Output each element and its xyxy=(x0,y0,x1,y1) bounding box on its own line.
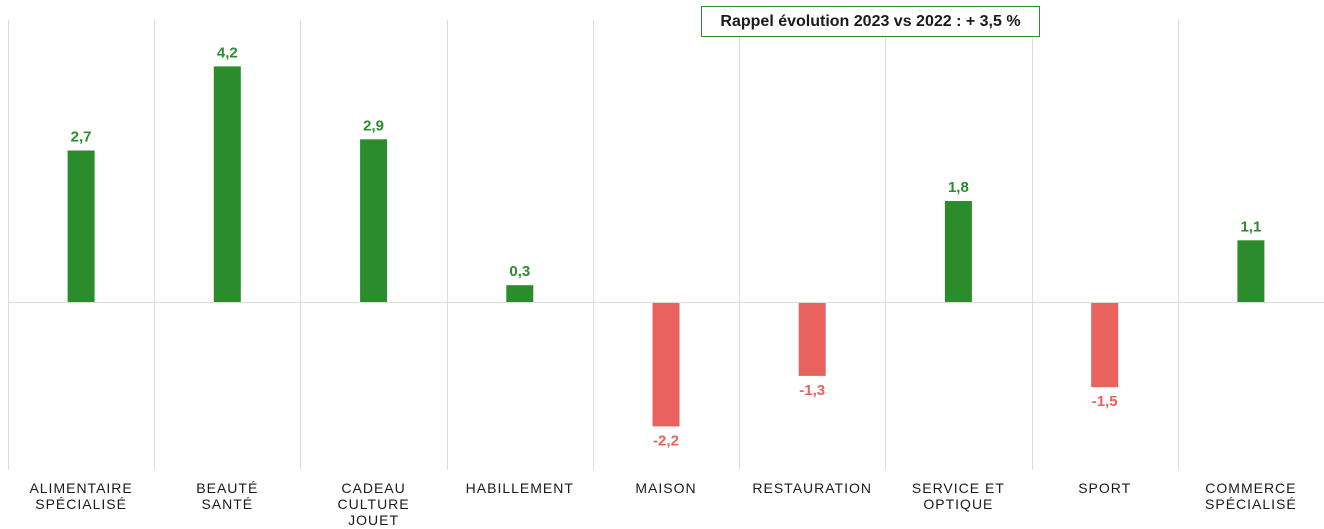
bar xyxy=(1091,303,1119,388)
bar xyxy=(1237,240,1265,302)
value-label: -1,5 xyxy=(1092,393,1118,410)
bar xyxy=(798,303,826,376)
category-label: RESTAURATION xyxy=(752,480,872,496)
value-label: 2,9 xyxy=(363,117,384,134)
category-label: BEAUTÉ SANTÉ xyxy=(196,480,258,512)
value-label: 0,3 xyxy=(509,263,530,280)
value-label: 4,2 xyxy=(217,44,238,61)
bar xyxy=(213,66,241,303)
value-label: -1,3 xyxy=(799,382,825,399)
category-label: CADEAU CULTURE JOUET xyxy=(338,480,410,528)
evolution-annotation: Rappel évolution 2023 vs 2022 : + 3,5 % xyxy=(701,6,1040,37)
bar xyxy=(506,285,534,302)
category-label: MAISON xyxy=(635,480,696,496)
bar xyxy=(67,150,95,302)
bar xyxy=(360,139,388,302)
value-label: 1,8 xyxy=(948,179,969,196)
category-label: HABILLEMENT xyxy=(466,480,574,496)
category-label: SERVICE ET OPTIQUE xyxy=(912,480,1005,512)
value-label: 1,1 xyxy=(1240,218,1261,235)
category-label: SPORT xyxy=(1078,480,1131,496)
value-label: 2,7 xyxy=(71,129,92,146)
value-label: -2,2 xyxy=(653,432,679,449)
bar xyxy=(944,201,972,302)
category-label: COMMERCE SPÉCIALISÉ xyxy=(1205,480,1297,512)
bar xyxy=(652,303,680,427)
category-label: ALIMENTAIRE SPÉCIALISÉ xyxy=(29,480,132,512)
